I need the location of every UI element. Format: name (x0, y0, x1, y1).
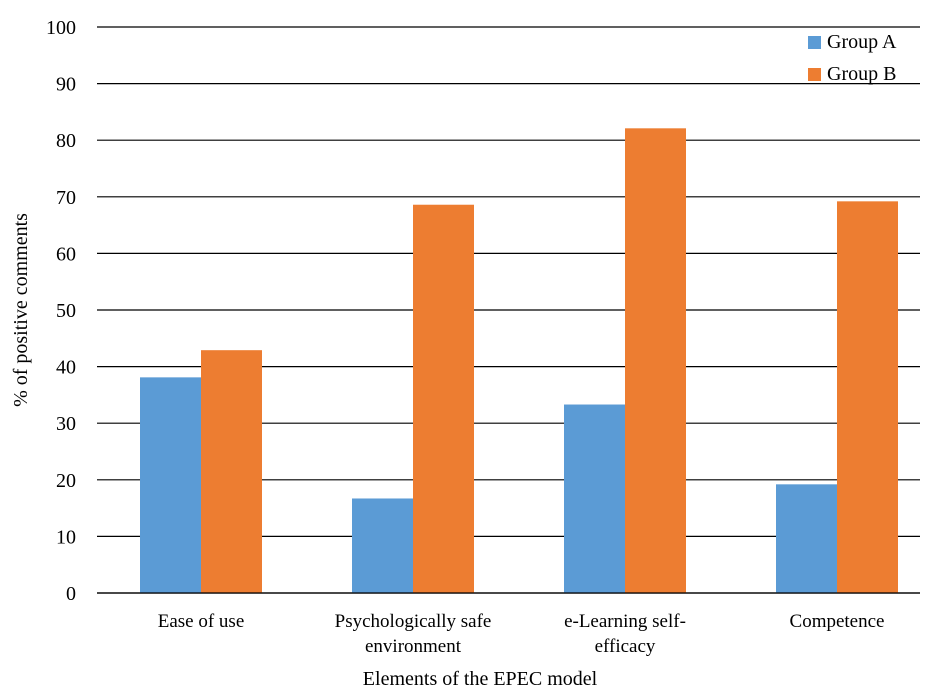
y-tick-label: 0 (66, 583, 76, 605)
x-tick-label: Competence (790, 611, 885, 632)
y-axis-label: % of positive comments (10, 213, 32, 407)
bar-group-b-2 (625, 128, 686, 593)
bar-group-b-0 (201, 350, 262, 593)
y-tick-label: 90 (56, 74, 76, 96)
legend-swatch-group-a (808, 35, 821, 49)
y-tick-label: 80 (56, 130, 76, 152)
y-tick-label: 20 (56, 470, 76, 492)
bar-group-a-0 (140, 377, 201, 593)
x-tick-label: Ease of use (158, 611, 245, 632)
bar-group-b-3 (837, 201, 898, 593)
bar-group-b-1 (413, 204, 474, 593)
legend-item-group-a: Group A (808, 28, 896, 56)
bar-group-a-3 (776, 484, 837, 593)
y-tick-labels: 0 10 20 30 40 50 60 70 80 90 100 (46, 17, 76, 605)
legend-swatch-group-b (808, 67, 821, 81)
x-axis-label: Elements of the EPEC model (363, 668, 598, 690)
y-tick-label: 60 (56, 243, 76, 265)
legend-label-group-a: Group A (827, 30, 897, 53)
y-tick-label: 100 (46, 17, 76, 39)
bar-group-a-2 (564, 404, 625, 593)
bars (97, 128, 920, 594)
x-tick-label: e-Learning self-efficacy (564, 611, 686, 657)
legend-label-group-b: Group B (827, 62, 897, 85)
y-tick-label: 40 (56, 357, 76, 379)
y-tick-label: 50 (56, 300, 76, 322)
y-tick-label: 70 (56, 187, 76, 209)
x-tick-labels: Ease of use Psychologically safe environme… (158, 611, 885, 657)
bar-group-a-1 (352, 498, 413, 593)
legend: Group A Group B (808, 28, 896, 92)
y-tick-label: 30 (56, 413, 76, 435)
x-tick-label: Psychologically safe environment (335, 611, 492, 657)
y-tick-label: 10 (56, 526, 76, 548)
legend-item-group-b: Group B (808, 60, 896, 88)
